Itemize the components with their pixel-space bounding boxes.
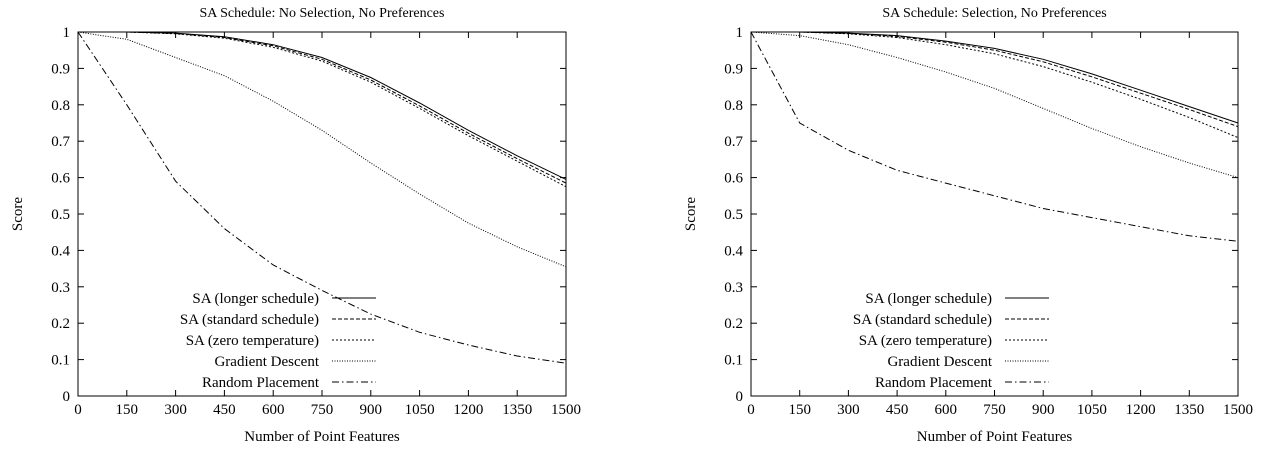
legend-label: SA (longer schedule)	[865, 291, 992, 307]
y-tick-label: 0.6	[724, 171, 743, 187]
x-tick-label: 750	[311, 402, 334, 418]
x-tick-label: 750	[983, 402, 1006, 418]
chart-title: SA Schedule: No Selection, No Preference…	[200, 6, 445, 21]
x-tick-label: 1500	[551, 402, 581, 418]
x-tick-label: 1350	[1174, 402, 1204, 418]
x-tick-label: 1050	[405, 402, 435, 418]
series-line-1	[78, 31, 567, 180]
y-tick-label: 0.2	[51, 316, 70, 332]
y-tick-label: 0.9	[724, 61, 743, 77]
x-tick-label: 300	[837, 402, 860, 418]
legend-label: SA (zero temperature)	[859, 333, 992, 349]
legend-label: Gradient Descent	[887, 354, 992, 370]
x-tick-label: 600	[262, 402, 285, 418]
series-line-1	[751, 31, 1239, 124]
x-tick-label: 1050	[1077, 402, 1107, 418]
chart-panel-1: SA Schedule: No Selection, No Preference…	[10, 6, 581, 445]
series-line-2	[78, 31, 567, 184]
x-tick-label: 1200	[453, 402, 483, 418]
legend-label: Random Placement	[875, 375, 993, 391]
y-tick-label: 0.1	[724, 353, 743, 369]
x-tick-label: 0	[74, 402, 82, 418]
y-tick-label: 0.9	[51, 61, 70, 77]
y-tick-label: 1	[736, 25, 744, 41]
x-tick-label: 150	[788, 402, 811, 418]
y-tick-label: 0.2	[724, 316, 743, 332]
y-axis-label: Score	[683, 197, 699, 231]
x-tick-label: 300	[164, 402, 187, 418]
series-line-3	[78, 31, 567, 188]
x-tick-label: 450	[213, 402, 236, 418]
x-tick-label: 150	[116, 402, 139, 418]
plot-frame	[750, 31, 1239, 397]
y-tick-label: 0	[63, 389, 71, 405]
plot-frame	[77, 31, 567, 397]
legend-label: Gradient Descent	[214, 354, 319, 370]
y-tick-label: 0.1	[51, 353, 70, 369]
legend: SA (longer schedule) SA (standard schedul…	[853, 291, 1049, 391]
y-tick-label: 0.6	[51, 171, 70, 187]
legend-label: Random Placement	[202, 375, 320, 391]
legend-label: SA (standard schedule)	[853, 312, 992, 328]
series-line-3	[751, 31, 1239, 139]
y-tick-label: 0.8	[724, 98, 743, 114]
y-tick-label: 0.3	[724, 280, 743, 296]
series-line-2	[751, 31, 1239, 128]
legend-label: SA (longer schedule)	[192, 291, 319, 307]
y-tick-label: 0.8	[51, 98, 70, 114]
x-tick-label: 450	[886, 402, 909, 418]
x-tick-label: 1500	[1223, 402, 1253, 418]
x-tick-label: 900	[360, 402, 383, 418]
y-axis-label: Score	[10, 197, 26, 231]
x-tick-label: 1200	[1126, 402, 1156, 418]
x-axis-label: Number of Point Features	[244, 429, 400, 445]
series-line-4	[77, 31, 567, 268]
y-tick-label: 0.4	[51, 243, 70, 259]
legend-label: SA (zero temperature)	[186, 333, 319, 349]
legend-label: SA (standard schedule)	[180, 312, 319, 328]
series-line-4	[750, 31, 1239, 179]
x-tick-label: 0	[747, 402, 755, 418]
y-tick-label: 0.3	[51, 280, 70, 296]
series-line-5	[750, 31, 1239, 242]
legend: SA (longer schedule) SA (standard schedul…	[180, 291, 376, 391]
y-tick-label: 0	[736, 389, 744, 405]
chart-title: SA Schedule: Selection, No Preferences	[882, 6, 1106, 21]
y-tick-label: 1	[63, 25, 71, 41]
y-tick-label: 0.5	[724, 207, 743, 223]
x-tick-label: 1350	[502, 402, 532, 418]
chart-panel-2: SA Schedule: Selection, No Preferences00…	[683, 6, 1253, 445]
y-tick-label: 0.7	[51, 134, 70, 150]
y-tick-label: 0.7	[724, 134, 743, 150]
x-tick-label: 600	[935, 402, 958, 418]
series-line-5	[77, 31, 567, 364]
x-axis-label: Number of Point Features	[917, 429, 1073, 445]
y-tick-label: 0.5	[51, 207, 70, 223]
x-tick-label: 900	[1032, 402, 1055, 418]
y-tick-label: 0.4	[724, 243, 743, 259]
